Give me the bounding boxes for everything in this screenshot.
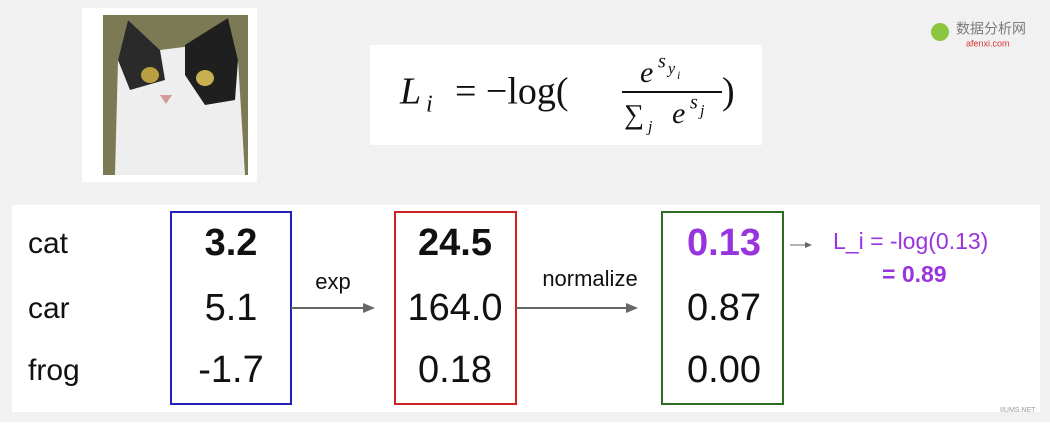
score: 3.2 [205,222,258,264]
score: 5.1 [205,287,258,329]
step-label: normalize [542,266,637,291]
formula-panel [370,45,762,145]
formula-text: L [399,71,421,113]
prob-box [661,211,784,405]
formula-text: e [640,56,653,89]
formula-text: j [646,119,653,136]
loss-result: = 0.89 [882,261,947,287]
formula: L i = −log( e s y i ∑ j e s j ) [399,51,735,136]
exp-score: 164.0 [407,287,502,329]
arrowhead [626,303,638,313]
formula-text: ∑ [624,99,644,130]
score: -1.7 [198,349,263,391]
watermark-brand: 数据分析网 [956,21,1026,37]
probability: 0.87 [687,287,761,329]
formula-text: = −log( [455,71,569,113]
exp-score: 0.18 [418,349,492,391]
arrowhead [805,242,812,248]
formula-text: s [658,51,666,73]
class-label: car [28,292,70,325]
formula-text: ) [722,71,735,113]
class-label: frog [28,354,80,387]
formula-text: e [672,97,685,130]
watermark-site: afenxi.com [966,38,1010,48]
loss-line: L_i = -log(0.13) [833,228,988,254]
formula-text: i [426,92,433,118]
formula-text: y [666,61,676,78]
rows: cat 3.2 24.5 0.13 car 5.1 164.0 0.87 frog -1.7 0.1… [28,222,761,391]
formula-text: j [698,103,705,120]
cat-photo [103,15,248,175]
arrowhead [363,303,375,313]
watermark-logo [931,23,949,41]
step-label: exp [315,269,350,294]
probability: 0.13 [687,222,761,264]
probability: 0.00 [687,349,761,391]
class-label: cat [28,227,69,260]
watermark-corner: IIUMS.NET [1000,407,1036,414]
formula-text: s [690,92,698,114]
exp-score: 24.5 [418,222,492,264]
formula-text: i [677,68,680,82]
